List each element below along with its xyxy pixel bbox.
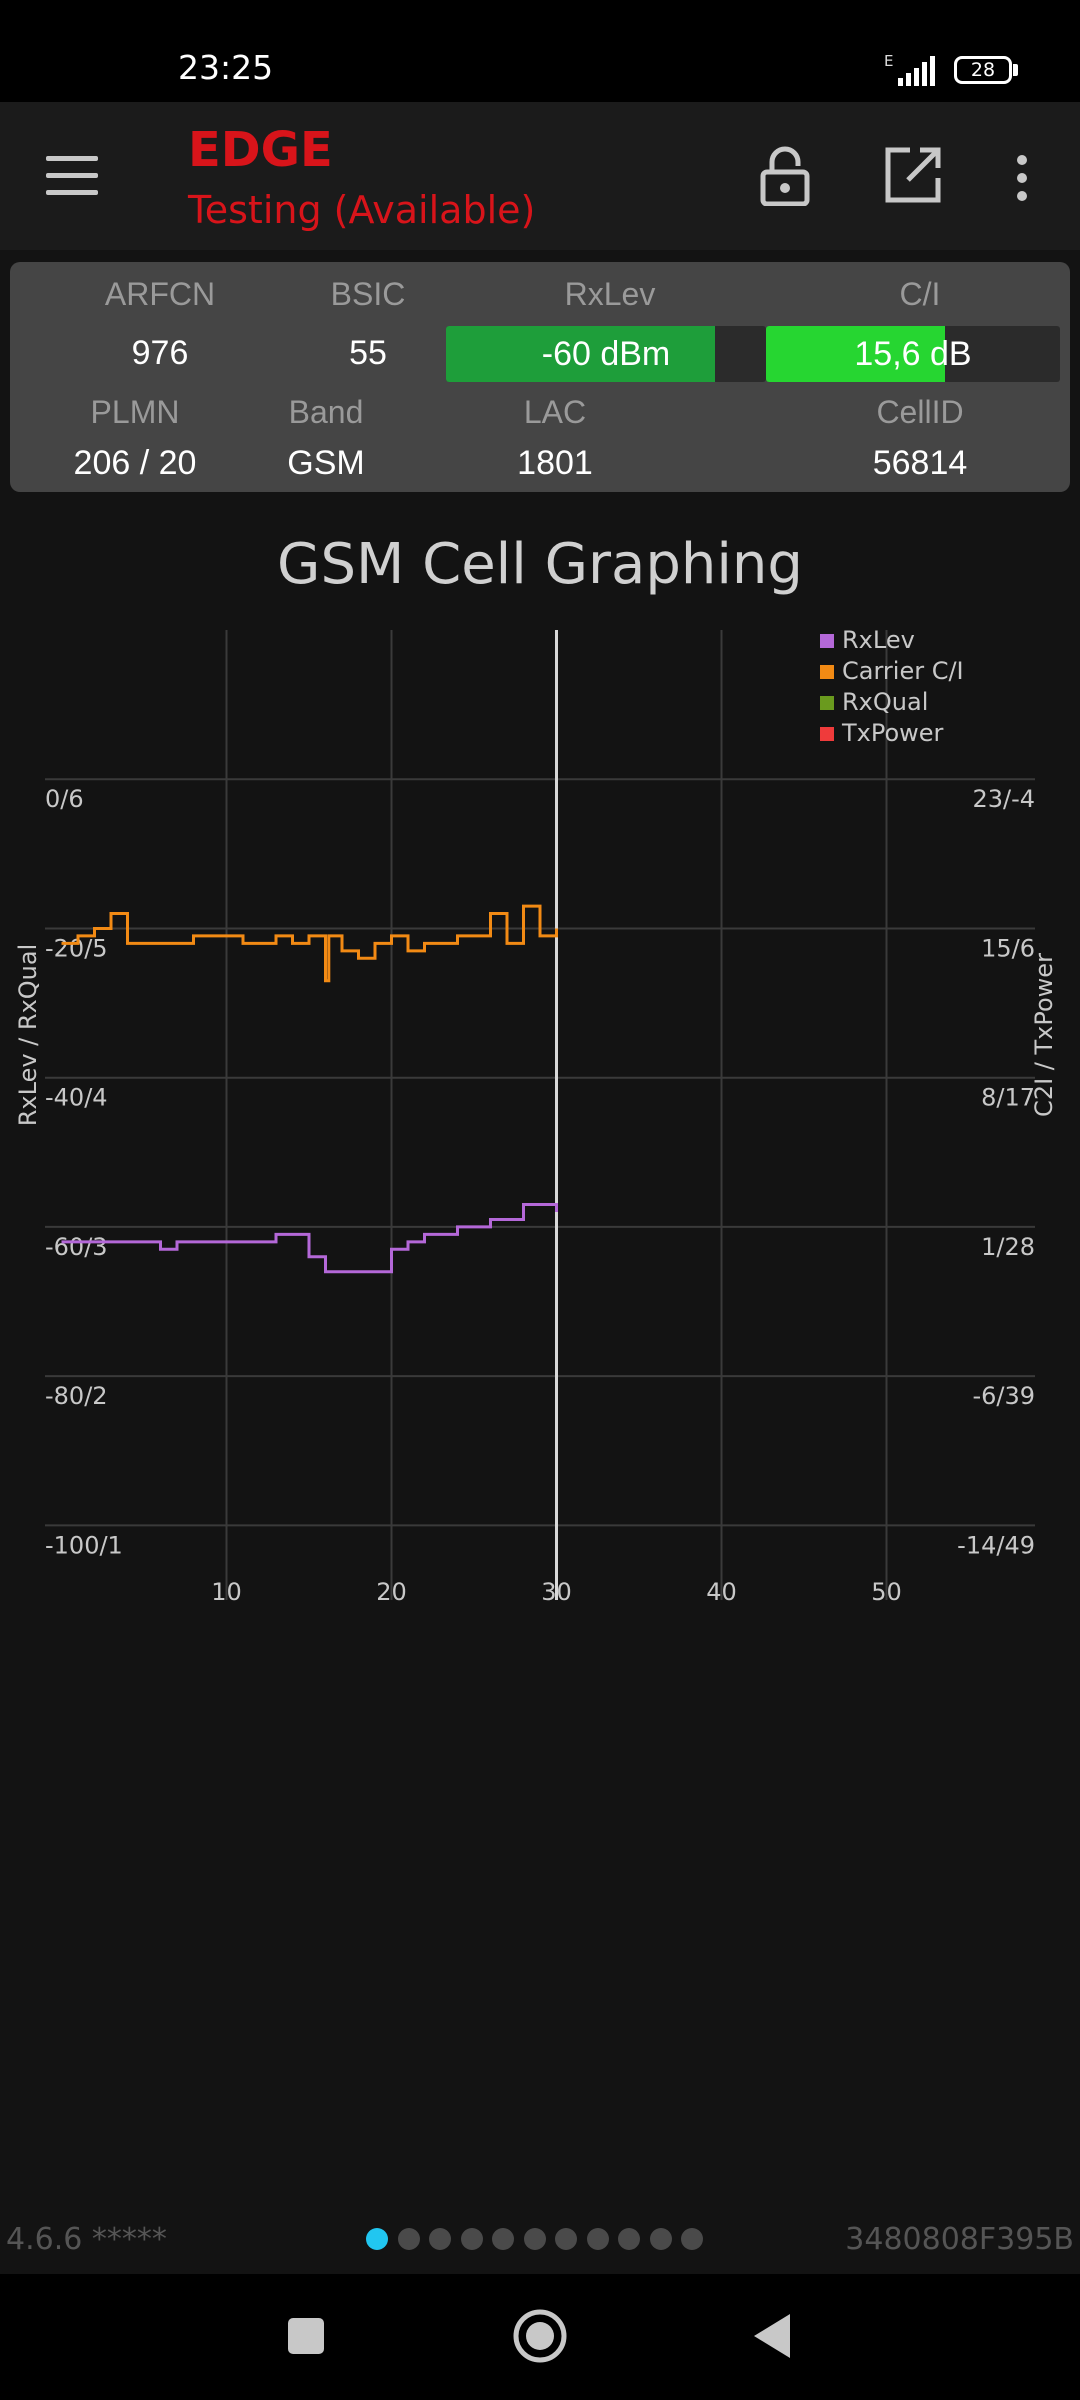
band-label: Band [288,394,364,430]
battery-level: 28 [970,59,996,81]
ci-value: 15,6 dB [854,335,972,373]
legend-swatch [820,696,834,710]
left-tick-label: -80/2 [45,1382,108,1410]
legend-swatch [820,665,834,679]
x-tick-label: 40 [706,1578,737,1606]
status-time: 23:25 [178,48,274,87]
right-tick-label: 23/-4 [972,785,1035,813]
cellid-value: 56814 [872,444,968,482]
device-id-label: 3480808F395B [845,2222,1074,2257]
right-tick-label: -6/39 [972,1382,1035,1410]
ci-meter: 15,6 dB [766,326,1060,382]
battery-tip [1013,64,1018,76]
left-tick-label: -60/3 [45,1233,108,1261]
open-external-icon[interactable] [884,146,942,204]
menu-icon[interactable] [46,156,98,196]
more-vert-icon[interactable] [1010,154,1034,202]
page-dot[interactable] [366,2228,388,2250]
arfcn-value: 976 [131,334,189,372]
cell-info-panel: ARFCN BSIC RxLev C/I 976 55 -60 dBm 15,6… [10,262,1070,492]
status-bar: 23:25 E 28 [0,0,1080,102]
lac-value: 1801 [517,444,593,482]
cell-graph-chart[interactable]: 10 20 30 40 50 0/6 23/-4 -20/5 15/6 -40/4 8/17 -60/… [0,600,1080,1620]
recents-square-icon[interactable] [288,2318,324,2354]
series-line-carrier-c-i [61,904,558,983]
left-axis-title: RxLev / RxQual [14,944,42,1127]
left-tick-label: 0/6 [45,785,84,813]
app-subtitle: Testing (Available) [188,188,536,232]
lock-open-icon[interactable] [758,146,812,206]
page-dot[interactable] [681,2228,703,2250]
home-circle-icon[interactable] [512,2308,568,2364]
battery-icon: 28 [954,56,1012,84]
lac-label: LAC [523,394,587,430]
version-label: 4.6.6 ***** [6,2222,167,2257]
ci-meter-fill [766,326,946,382]
legend-label: RxLev [842,626,915,654]
x-tick-label: 10 [211,1578,242,1606]
bsic-label: BSIC [330,276,406,312]
legend-swatch [820,634,834,648]
bsic-value: 55 [349,334,387,372]
graph-title: GSM Cell Graphing [277,532,803,597]
page-dot[interactable] [492,2228,514,2250]
rxlev-meter-fill [446,326,715,382]
page-dot[interactable] [586,2228,609,2250]
plmn-label: PLMN [90,394,180,430]
legend-label: RxQual [842,688,928,716]
cellid-label: CellID [876,394,964,430]
page-dot[interactable] [460,2228,483,2250]
legend-swatch [820,727,834,741]
legend-label: Carrier C/I [842,657,964,685]
page-dot[interactable] [555,2228,577,2250]
page-dot[interactable] [523,2228,546,2250]
left-tick-label: -100/1 [45,1531,123,1559]
navigation-bar [0,2274,1080,2400]
left-tick-label: -20/5 [45,934,108,962]
left-tick-label: -40/4 [45,1084,108,1112]
right-tick-label: 15/6 [981,934,1035,962]
rxlev-meter: -60 dBm [446,326,766,382]
right-tick-label: 8/17 [981,1084,1035,1112]
signal-bars-icon [898,56,935,86]
page-dot[interactable] [429,2228,451,2250]
rxlev-value: -60 dBm [541,335,671,373]
band-value: GSM [287,444,365,482]
arfcn-label: ARFCN [104,276,216,312]
app-bar: EDGE Testing (Available) [0,102,1080,250]
plmn-value: 206 / 20 [73,444,197,482]
back-triangle-icon[interactable] [752,2312,792,2360]
x-tick-label: 50 [871,1578,902,1606]
series-line-rxlev [61,1203,558,1274]
x-tick-label: 30 [541,1578,572,1606]
right-axis-title: C2I / TxPower [1030,953,1058,1117]
ci-label: C/I [899,276,941,312]
right-tick-label: 1/28 [981,1233,1035,1261]
app-title: EDGE [188,122,333,178]
x-tick-label: 20 [376,1578,407,1606]
network-type-label: E [884,52,894,70]
rxlev-label: RxLev [564,276,656,312]
page-dot[interactable] [618,2228,640,2250]
page-dot[interactable] [397,2228,420,2250]
right-tick-label: -14/49 [957,1531,1035,1559]
legend-label: TxPower [841,719,944,747]
page-dot[interactable] [649,2228,672,2250]
